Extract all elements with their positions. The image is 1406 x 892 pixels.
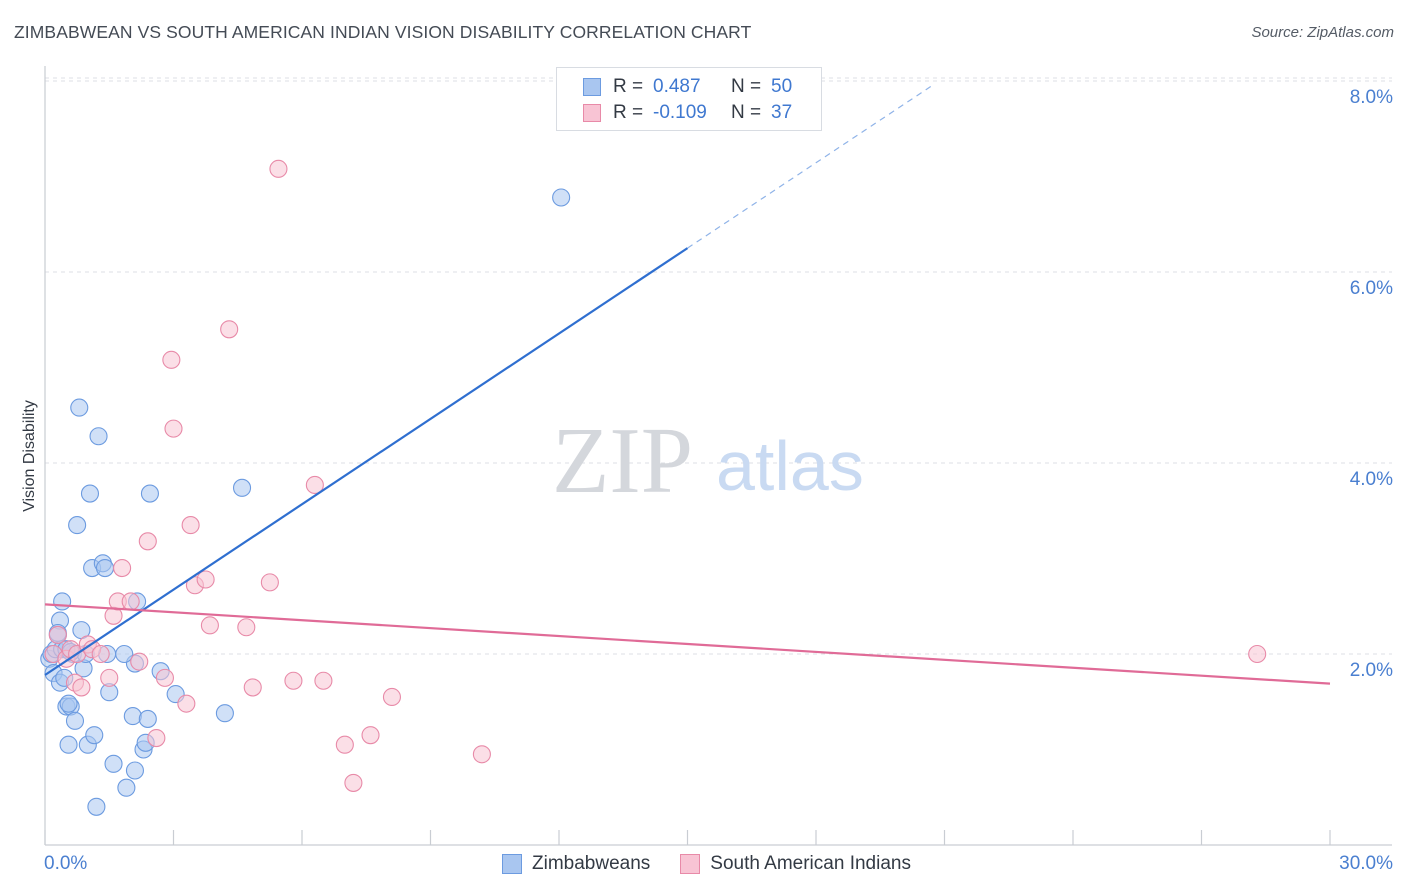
data-point [314,671,333,690]
legend-row-south-american-indians: R = -0.109 N = 37 [583,101,792,125]
data-point [200,616,219,635]
legend-swatch-pink [583,104,601,122]
data-point [138,532,157,551]
data-point [65,711,85,730]
data-point [1248,644,1267,664]
data-point [53,592,72,611]
data-point [121,592,140,611]
gridlines [45,77,1392,655]
legend-item-south-american-indians[interactable]: South American Indians [680,853,911,875]
y-tick-label: 8.0% [1350,87,1393,108]
trend-lines [44,85,1331,685]
data-point [232,478,252,497]
x-tick-label-right: 30.0% [1339,853,1393,874]
data-point [243,678,262,697]
data-point [89,427,108,446]
data-point [100,668,119,687]
legend-r-value: 0.487 [653,76,701,97]
data-point [59,694,78,713]
data-point [113,558,132,578]
data-point [70,398,89,417]
legend-r-value: -0.109 [653,102,707,123]
data-point [140,484,159,503]
x-tick-label-left: 0.0% [44,853,87,874]
data-point [177,694,196,713]
data-point [115,644,134,664]
data-point [155,668,174,687]
trend-line-zimbabweans-extension [687,85,932,249]
data-point [138,709,157,728]
data-point [305,475,324,495]
series-south-american-indians [44,159,1267,792]
y-tick-label: 2.0% [1350,660,1393,681]
legend-n-value: 50 [771,76,793,97]
watermark: ZIP atlas [552,409,864,513]
data-point [335,735,354,754]
data-point [117,778,136,797]
trend-line-zimbabweans [44,247,689,676]
legend-r-label: R = [613,102,644,123]
data-point [162,350,181,369]
data-point [147,728,166,748]
legend-n-label: N = [731,76,762,97]
data-point [164,419,183,438]
legend-swatch-blue [502,854,522,874]
data-point [215,704,234,723]
data-point [361,726,380,745]
legend-item-zimbabweans[interactable]: Zimbabweans [502,853,650,875]
data-point [552,188,571,207]
legend-r-label: R = [613,76,644,97]
watermark-atlas: atlas [716,427,864,505]
series-legend: Zimbabweans South American Indians [502,852,941,876]
y-axis-title: Vision Disability [21,400,38,512]
y-tick-label: 4.0% [1350,469,1393,490]
data-point [196,570,215,589]
data-point [237,618,256,637]
data-point [87,797,106,816]
legend-swatch-pink [680,854,701,874]
data-point [382,687,402,707]
data-point [269,159,288,178]
data-point [344,773,363,792]
chart-title: ZIMBABWEAN VS SOUTH AMERICAN INDIAN VISI… [14,22,752,42]
data-point [59,735,78,754]
data-point [85,726,104,745]
legend-n-value: 37 [771,102,793,123]
data-point [181,516,200,535]
data-point [80,484,100,503]
data-point [68,516,87,535]
data-point [72,678,91,697]
legend-row-zimbabweans: R = 0.487 N = 50 [583,75,792,99]
data-point [123,707,142,726]
y-tick-label: 6.0% [1350,278,1393,299]
data-point [104,754,123,773]
data-point [130,652,149,671]
data-point [220,320,239,339]
watermark-zip: ZIP [552,409,693,513]
correlation-legend: R = 0.487 N = 50 R = -0.109 N = 37 [556,67,822,131]
axes [44,66,1392,846]
legend-label: South American Indians [710,853,911,874]
legend-swatch-blue [583,78,601,96]
data-point [48,625,67,644]
trend-line-south-american-indians [44,603,1331,685]
legend-label: Zimbabweans [532,853,651,874]
data-point [91,644,110,664]
legend-n-label: N = [731,102,762,123]
data-point [260,573,279,592]
data-point [125,761,144,780]
data-point [472,745,491,764]
data-point [95,558,115,578]
data-point [284,671,303,690]
tick-labels: 2.0% 4.0% 6.0% 8.0% 0.0% 30.0% [44,87,1393,874]
source-label: Source: ZipAtlas.com [1251,24,1394,41]
